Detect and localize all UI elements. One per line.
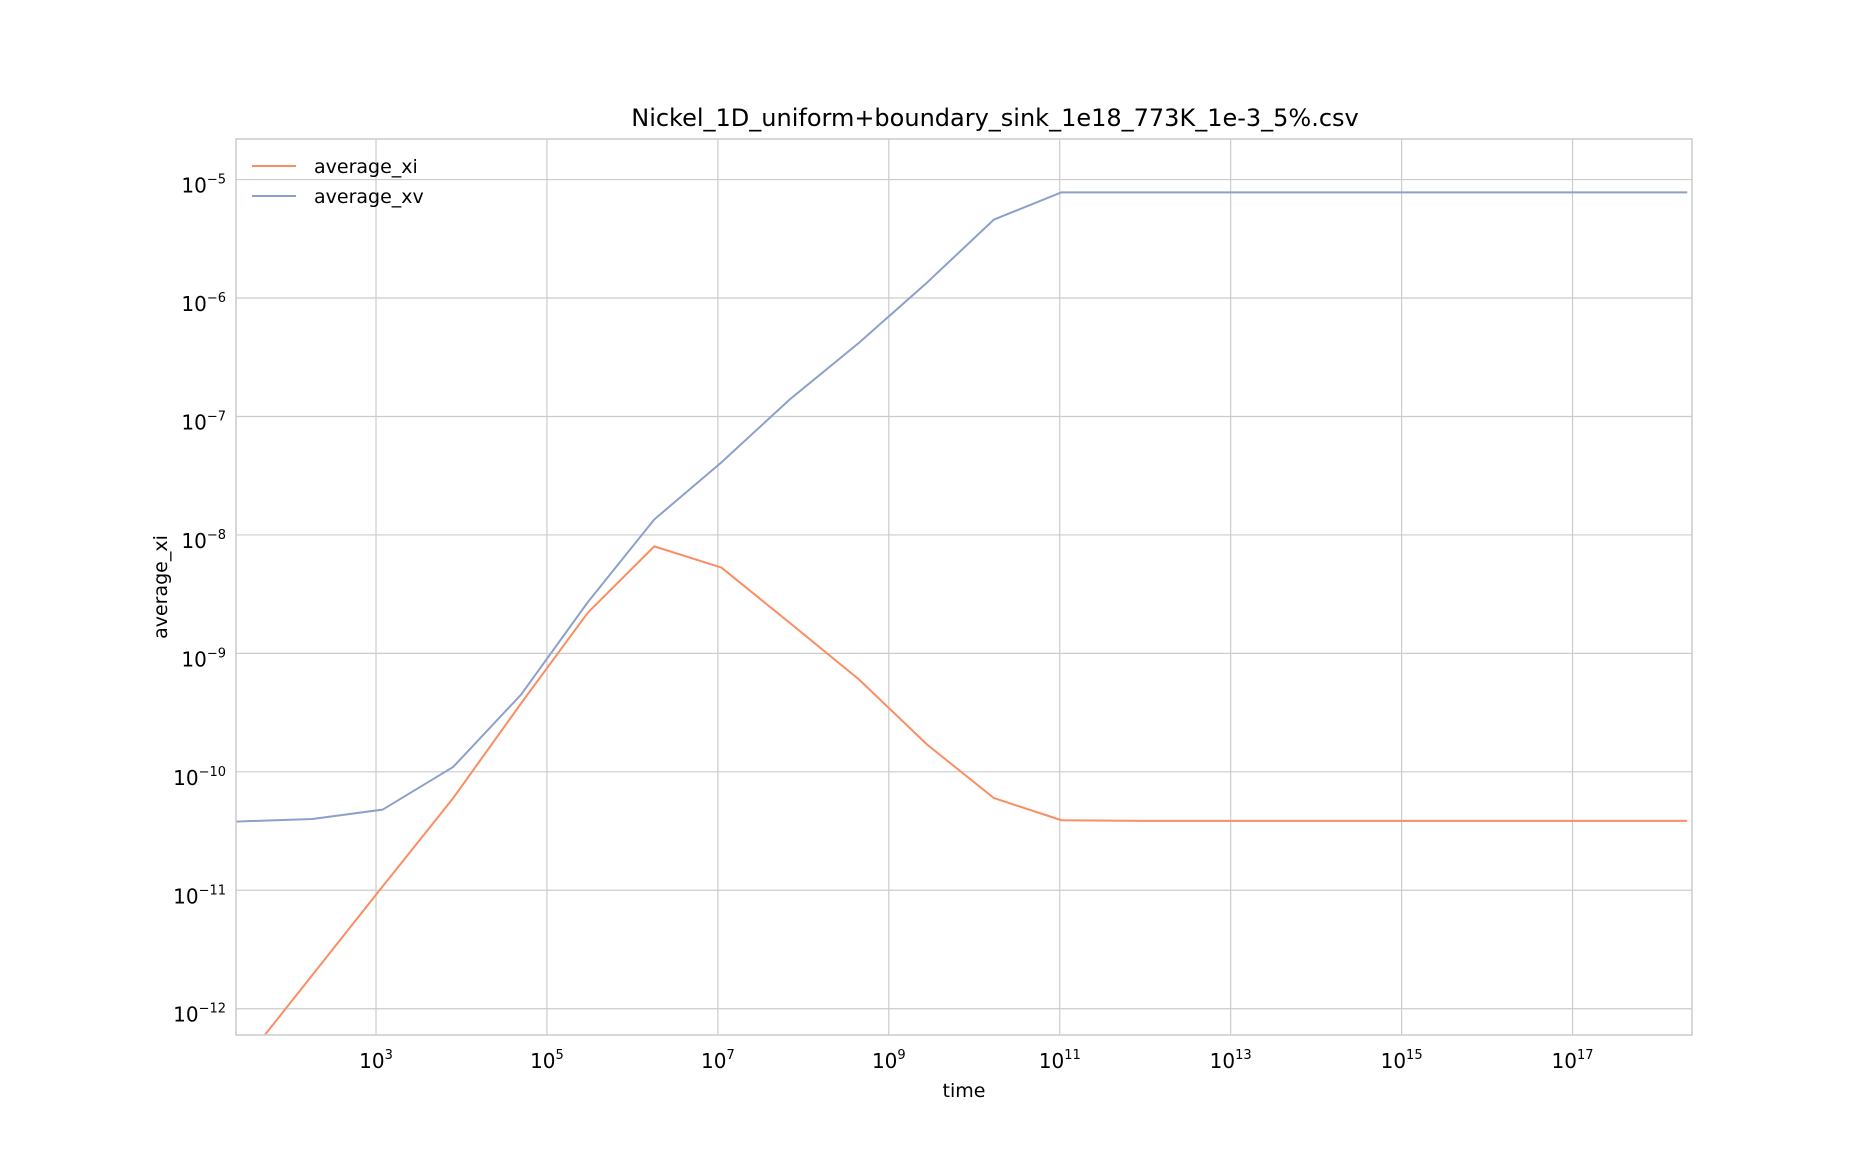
x-tick-exponent: 13: [1235, 1048, 1252, 1063]
y-tick-label: 10−5: [181, 173, 226, 198]
y-tick-base: 10: [173, 766, 198, 790]
x-tick-labels: 103 105 107 109 1011 1013 1015 1017: [359, 1048, 1593, 1073]
y-tick-exponent: −5: [207, 173, 226, 188]
x-tick-exponent: 5: [556, 1048, 564, 1063]
x-tick-label: 109: [872, 1048, 906, 1073]
x-tick-exponent: 15: [1406, 1048, 1423, 1063]
x-tick-base: 10: [530, 1049, 555, 1073]
y-tick-base: 10: [181, 529, 206, 553]
legend: average_xi average_xv: [252, 156, 424, 208]
x-tick-exponent: 9: [897, 1048, 905, 1063]
plot-frame: [235, 138, 1693, 1036]
y-tick-label: 10−10: [173, 765, 226, 790]
y-tick-exponent: −12: [199, 1002, 226, 1017]
y-tick-label: 10−9: [181, 646, 226, 671]
y-tick-base: 10: [173, 884, 198, 908]
grid: [236, 139, 1692, 1035]
series-line-average-xi: [264, 545, 1688, 1035]
x-tick-label: 107: [701, 1048, 735, 1073]
x-tick-base: 10: [701, 1049, 726, 1073]
x-axis-label: time: [943, 1080, 986, 1102]
legend-label-average-xi: average_xi: [314, 156, 418, 178]
y-tick-label: 10−8: [181, 528, 226, 553]
x-tick-label: 1011: [1039, 1048, 1081, 1073]
x-tick-base: 10: [1210, 1049, 1235, 1073]
x-tick-label: 1015: [1381, 1048, 1423, 1073]
x-tick-label: 1017: [1552, 1048, 1594, 1073]
y-tick-base: 10: [173, 1003, 198, 1027]
x-tick-exponent: 7: [726, 1048, 734, 1063]
x-tick-label: 103: [359, 1048, 393, 1073]
y-tick-exponent: −8: [207, 528, 226, 543]
series-line-average-xv: [236, 191, 1688, 823]
x-tick-base: 10: [359, 1049, 384, 1073]
chart-title: Nickel_1D_uniform+boundary_sink_1e18_773…: [631, 104, 1359, 132]
y-tick-base: 10: [181, 410, 206, 434]
legend-label-average-xv: average_xv: [314, 186, 424, 208]
y-tick-exponent: −11: [199, 883, 226, 898]
y-tick-label: 10−6: [181, 291, 226, 316]
y-tick-label: 10−7: [181, 409, 226, 434]
y-axis-label: average_xi: [150, 535, 172, 639]
x-tick-base: 10: [1381, 1049, 1406, 1073]
series-layer: [236, 191, 1688, 1035]
x-tick-label: 1013: [1210, 1048, 1252, 1073]
x-tick-base: 10: [1039, 1049, 1064, 1073]
x-tick-exponent: 11: [1064, 1048, 1081, 1063]
y-tick-exponent: −10: [199, 765, 226, 780]
x-tick-label: 105: [530, 1048, 564, 1073]
x-tick-base: 10: [872, 1049, 897, 1073]
y-tick-label: 10−12: [173, 1002, 226, 1027]
y-tick-base: 10: [181, 292, 206, 316]
y-tick-exponent: −9: [207, 646, 226, 661]
y-tick-exponent: −6: [207, 291, 226, 306]
x-tick-exponent: 3: [385, 1048, 393, 1063]
y-tick-exponent: −7: [207, 409, 226, 424]
x-tick-base: 10: [1552, 1049, 1577, 1073]
y-tick-base: 10: [181, 174, 206, 198]
x-tick-exponent: 17: [1577, 1048, 1594, 1063]
y-tick-label: 10−11: [173, 883, 226, 908]
y-tick-base: 10: [181, 647, 206, 671]
